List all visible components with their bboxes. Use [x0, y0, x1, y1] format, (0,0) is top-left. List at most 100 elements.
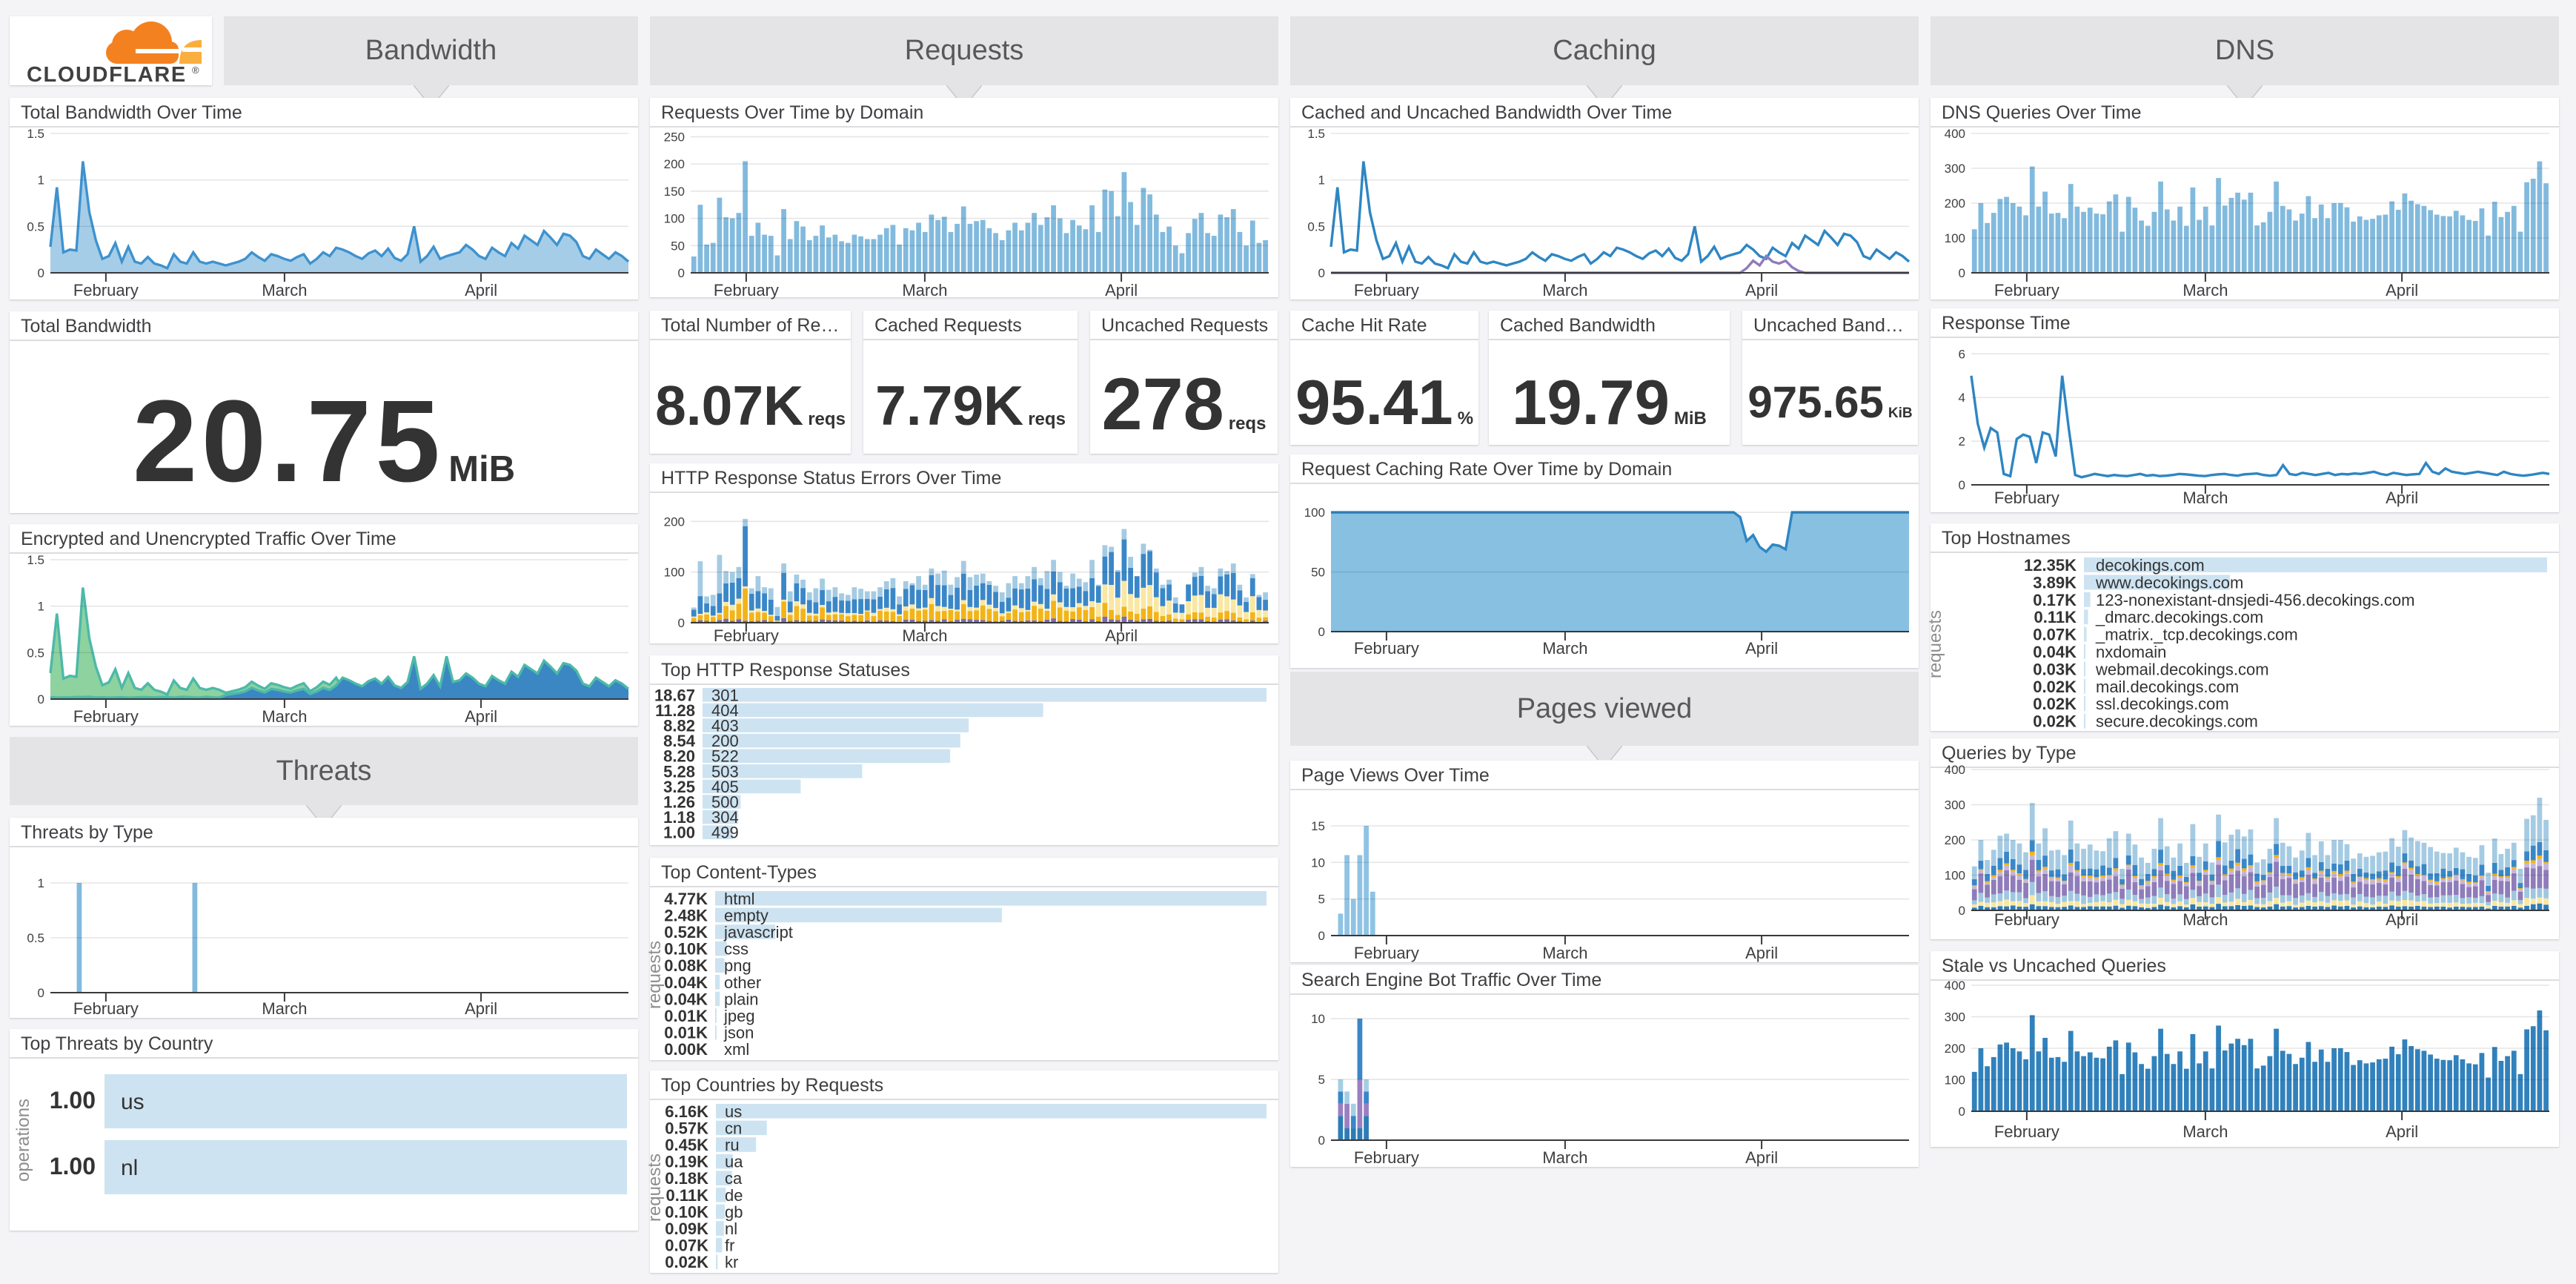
svg-text:400: 400 [1945, 763, 1965, 777]
svg-text:300: 300 [1945, 1010, 1965, 1025]
svg-text:5: 5 [1318, 1073, 1325, 1087]
svg-text:json: json [723, 1024, 754, 1042]
svg-text:us: us [725, 1102, 742, 1121]
svg-text:March: March [2182, 910, 2228, 929]
svg-text:February: February [73, 281, 139, 300]
svg-text:1: 1 [1318, 173, 1325, 188]
svg-text:ru: ru [725, 1136, 740, 1154]
svg-text:February: February [1354, 944, 1419, 962]
svg-text:0.18K: 0.18K [665, 1169, 708, 1188]
svg-text:301: 301 [711, 686, 739, 704]
svg-text:6.16K: 6.16K [665, 1102, 708, 1121]
svg-text:403: 403 [711, 717, 739, 735]
svg-text:0: 0 [1318, 1134, 1325, 1148]
svg-text:0.11K: 0.11K [666, 1186, 709, 1205]
svg-text:200: 200 [1945, 1042, 1965, 1056]
svg-text:fr: fr [725, 1237, 734, 1255]
svg-text:250: 250 [664, 130, 685, 144]
svg-text:February: February [714, 626, 779, 645]
svg-text:5.28: 5.28 [663, 762, 695, 781]
svg-text:nxdomain: nxdomain [2096, 643, 2166, 661]
svg-text:April: April [1745, 1148, 1778, 1167]
svg-text:0.01K: 0.01K [664, 1007, 708, 1025]
svg-text:2: 2 [1959, 434, 1965, 449]
svg-text:0.19K: 0.19K [665, 1153, 708, 1171]
svg-text:4: 4 [1959, 391, 1965, 405]
svg-text:February: February [714, 281, 779, 300]
svg-text:March: March [2182, 281, 2228, 300]
svg-text:0.04K: 0.04K [2033, 643, 2077, 661]
svg-text:March: March [262, 707, 307, 726]
svg-text:2.48K: 2.48K [664, 906, 708, 924]
svg-text:April: April [1105, 626, 1138, 645]
svg-text:requests: requests [645, 941, 665, 1009]
svg-text:0.45K: 0.45K [665, 1136, 708, 1154]
svg-text:CLOUDFLARE: CLOUDFLARE [27, 63, 187, 87]
svg-text:150: 150 [664, 185, 685, 199]
svg-text:0: 0 [1959, 266, 1965, 280]
svg-text:12.35K: 12.35K [2024, 556, 2077, 575]
svg-text:6: 6 [1959, 347, 1965, 361]
svg-text:February: February [1994, 489, 2059, 507]
svg-text:11.28: 11.28 [655, 701, 695, 720]
svg-text:March: March [902, 626, 947, 645]
svg-text:0: 0 [1959, 904, 1965, 918]
svg-text:February: February [73, 999, 139, 1018]
svg-text:March: March [262, 999, 307, 1018]
svg-text:March: March [1542, 944, 1587, 962]
svg-text:0.07K: 0.07K [2033, 626, 2077, 644]
svg-text:400: 400 [1945, 127, 1965, 141]
svg-text:1.5: 1.5 [27, 553, 44, 567]
svg-text:200: 200 [1945, 196, 1965, 211]
svg-text:3.89K: 3.89K [2033, 573, 2077, 592]
svg-text:3.25: 3.25 [663, 778, 695, 796]
svg-text:0: 0 [1318, 266, 1325, 280]
svg-text:ca: ca [725, 1169, 743, 1188]
svg-text:ua: ua [725, 1153, 743, 1171]
svg-text:February: February [1994, 910, 2059, 929]
svg-text:de: de [725, 1186, 743, 1205]
svg-text:0: 0 [1959, 478, 1965, 492]
svg-text:1.26: 1.26 [663, 793, 695, 812]
svg-text:www.decokings.com: www.decokings.com [2095, 573, 2243, 592]
svg-text:March: March [902, 281, 947, 300]
svg-text:0.11K: 0.11K [2034, 608, 2077, 626]
svg-text:February: February [1354, 639, 1419, 658]
svg-text:operations: operations [13, 1099, 33, 1182]
svg-text:March: March [262, 281, 307, 300]
svg-text:8.20: 8.20 [663, 747, 695, 766]
svg-text:0.17K: 0.17K [2033, 591, 2077, 609]
svg-text:0.02K: 0.02K [665, 1253, 708, 1271]
svg-text:®: ® [192, 64, 199, 76]
svg-text:April: April [465, 707, 497, 726]
svg-text:mail.decokings.com: mail.decokings.com [2096, 678, 2239, 696]
svg-text:300: 300 [1945, 798, 1965, 813]
svg-text:18.67: 18.67 [654, 686, 695, 704]
svg-text:xml: xml [724, 1040, 749, 1059]
svg-text:February: February [1994, 1122, 2059, 1141]
svg-text:April: April [2386, 281, 2418, 300]
svg-text:other: other [724, 973, 761, 992]
svg-text:0: 0 [38, 266, 44, 280]
svg-text:1: 1 [38, 600, 44, 614]
svg-text:February: February [1354, 1148, 1419, 1167]
svg-text:0: 0 [1959, 1105, 1965, 1119]
svg-text:0: 0 [38, 692, 44, 706]
svg-text:png: png [724, 956, 751, 975]
svg-text:1: 1 [38, 876, 44, 890]
svg-text:0: 0 [1318, 929, 1325, 943]
svg-text:1.00: 1.00 [50, 1153, 96, 1179]
svg-text:503: 503 [711, 762, 739, 781]
svg-text:0.00K: 0.00K [664, 1040, 708, 1059]
svg-text:plain: plain [724, 990, 758, 1008]
svg-text:0.02K: 0.02K [2033, 695, 2077, 713]
svg-text:requests: requests [1925, 610, 1945, 678]
svg-text:0.02K: 0.02K [2033, 678, 2077, 696]
svg-text:html: html [724, 890, 755, 908]
svg-text:500: 500 [711, 793, 739, 812]
svg-text:100: 100 [1304, 506, 1325, 520]
svg-text:April: April [2386, 910, 2418, 929]
svg-text:kr: kr [725, 1253, 738, 1271]
svg-text:empty: empty [724, 906, 769, 924]
svg-text:0: 0 [38, 986, 44, 1000]
